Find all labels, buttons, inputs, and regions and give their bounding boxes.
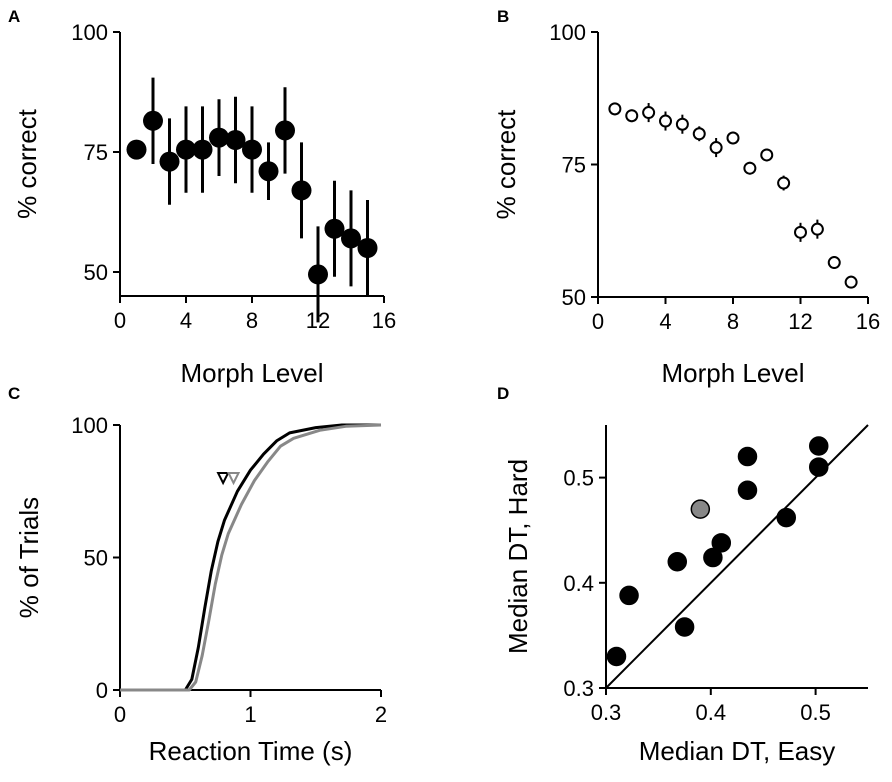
panel-letter: A — [8, 7, 20, 26]
data-point — [737, 446, 758, 467]
data-point — [308, 264, 328, 285]
y-axis-label: % correct — [12, 108, 42, 219]
y-tick-label: 100 — [549, 20, 586, 45]
data-point — [667, 552, 688, 572]
x-tick-label: 4 — [659, 309, 671, 334]
data-point — [619, 585, 639, 606]
y-tick-label: 50 — [562, 285, 586, 310]
x-tick-label: 0.3 — [591, 700, 622, 725]
panel-c: C 0 1 2 0 50 100 Reaction Time (s) % of Trials — [8, 384, 387, 766]
x-tick-label: 12 — [788, 309, 812, 334]
x-tick-label: 4 — [180, 308, 192, 333]
data-point — [258, 161, 279, 182]
data-point — [743, 161, 757, 175]
data-point — [642, 106, 656, 120]
data-point — [690, 499, 711, 519]
y-tick-label: 100 — [71, 20, 108, 45]
data-point — [126, 139, 147, 160]
y-tick-label: 0.5 — [563, 466, 594, 491]
median-marker-easy — [216, 472, 230, 486]
data-point — [242, 139, 262, 160]
x-tick-label: 2 — [375, 702, 387, 727]
data-point — [709, 141, 723, 155]
x-tick-label: 0 — [592, 309, 604, 334]
data-point — [726, 131, 740, 145]
data-point — [159, 151, 180, 172]
x-tick-label: 0.5 — [800, 700, 831, 725]
data-point — [810, 222, 824, 236]
panel-letter: B — [497, 7, 509, 26]
data-point — [341, 228, 361, 249]
data-point — [760, 148, 774, 162]
x-tick-label: 0 — [114, 702, 126, 727]
x-axis-label: Median DT, Easy — [639, 736, 836, 766]
data-point — [606, 646, 627, 667]
y-tick-label: 75 — [562, 153, 586, 178]
data-point — [143, 110, 163, 131]
y-tick-label: 0.4 — [563, 571, 594, 596]
y-axis-label: Median DT, Hard — [503, 459, 533, 654]
data-point — [777, 176, 791, 190]
y-tick-label: 50 — [84, 260, 108, 285]
data-point — [711, 533, 732, 553]
data-point — [808, 436, 829, 456]
data-point — [659, 114, 672, 128]
data-point — [844, 275, 858, 289]
data-point — [357, 238, 378, 258]
data-point — [176, 139, 196, 160]
x-tick-label: 8 — [246, 308, 258, 333]
x-axis-label: Morph Level — [180, 358, 323, 388]
x-tick-label: 0.4 — [696, 700, 727, 725]
panel-letter: C — [8, 384, 20, 403]
data-point — [827, 256, 841, 270]
data-point — [192, 139, 213, 160]
panel-b: B 0 4 8 12 16 50 75 100 Morph Level % correct — [491, 7, 880, 388]
x-tick-label: 16 — [372, 308, 396, 333]
data-point — [291, 180, 312, 201]
data-point — [776, 507, 797, 528]
y-axis-label: % correct — [491, 109, 521, 220]
data-point — [674, 617, 695, 637]
data-point — [675, 117, 689, 131]
cdf-line-hard — [120, 423, 382, 692]
data-point — [275, 120, 295, 141]
panel-d: D 0.3 0.4 0.5 0.3 0.4 0.5 Median DT, Easy Median… — [497, 384, 869, 766]
y-tick-label: 0.3 — [563, 676, 594, 701]
data-point — [794, 225, 807, 239]
y-tick-label: 0 — [96, 678, 108, 703]
data-point — [703, 547, 723, 568]
x-tick-label: 8 — [727, 309, 739, 334]
data-point — [209, 127, 229, 148]
x-tick-label: 0 — [114, 308, 126, 333]
y-tick-label: 75 — [84, 140, 108, 165]
x-axis-label: Morph Level — [661, 358, 804, 388]
panel-letter: D — [497, 384, 509, 403]
x-axis-label: Reaction Time (s) — [149, 736, 353, 766]
data-point — [324, 218, 345, 239]
data-point — [225, 130, 246, 150]
identity-line — [605, 424, 869, 689]
x-tick-label: 1 — [244, 702, 256, 727]
data-point — [808, 457, 829, 477]
data-point — [625, 109, 639, 123]
data-point — [608, 102, 622, 116]
data-point — [692, 127, 706, 141]
y-tick-label: 100 — [71, 413, 108, 438]
y-tick-label: 50 — [84, 546, 108, 571]
cdf-line-easy — [120, 423, 381, 692]
median-marker-hard — [226, 472, 241, 486]
x-tick-label: 16 — [856, 309, 880, 334]
data-point — [737, 480, 758, 500]
y-axis-label: % of Trials — [14, 497, 44, 618]
